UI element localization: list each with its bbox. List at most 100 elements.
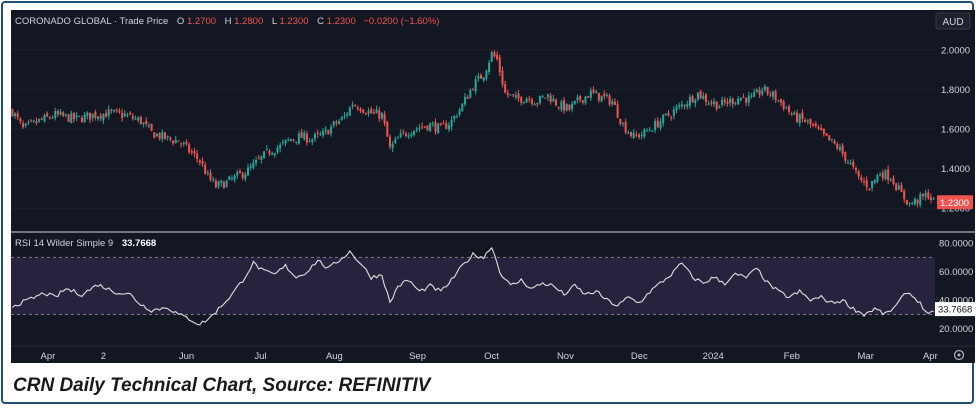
candle-body xyxy=(656,120,659,128)
candlestick-series xyxy=(11,50,935,208)
candle-body xyxy=(139,116,142,125)
candle-body xyxy=(900,184,903,192)
candle-body xyxy=(597,92,600,101)
candle-body xyxy=(123,113,126,117)
rsi-current-value: 33.7668 xyxy=(122,238,156,249)
last-price-badge xyxy=(937,195,973,210)
candle-body xyxy=(316,133,319,135)
candle-body xyxy=(568,104,571,110)
candle-body xyxy=(715,101,718,110)
candle-body xyxy=(557,107,560,109)
candle-body xyxy=(707,103,710,105)
candle-body xyxy=(884,170,887,179)
candle-body xyxy=(488,62,491,72)
candle-body xyxy=(595,91,598,94)
candle-body xyxy=(868,188,871,190)
time-tick-label: Aug xyxy=(326,351,343,362)
candle-body xyxy=(506,92,509,96)
candle-body xyxy=(421,126,424,128)
candle-body xyxy=(726,101,729,105)
candle-body xyxy=(236,172,239,176)
candle-body xyxy=(153,132,156,139)
candle-body xyxy=(30,120,33,122)
candle-body xyxy=(238,171,242,174)
candle-body xyxy=(233,175,236,180)
candle-body xyxy=(680,104,683,107)
candle-body xyxy=(477,75,480,79)
time-tick-label: Nov xyxy=(557,351,574,362)
candle-body xyxy=(616,104,619,118)
candle-body xyxy=(163,132,167,139)
candle-body xyxy=(273,153,276,156)
candle-body xyxy=(426,125,429,131)
candle-body xyxy=(584,96,587,104)
candle-body xyxy=(589,90,592,98)
candle-body xyxy=(351,104,354,107)
candle-body xyxy=(745,97,748,103)
candle-body xyxy=(809,118,812,125)
candle-body xyxy=(761,90,764,95)
candle-body xyxy=(737,98,740,105)
candle-body xyxy=(924,193,927,197)
candle-body xyxy=(530,99,533,104)
candle-body xyxy=(509,94,512,96)
candle-body xyxy=(43,115,46,122)
candle-body xyxy=(763,86,766,90)
candle-body xyxy=(555,99,558,106)
rsi-tick-label: 20.0000 xyxy=(939,324,973,335)
candle-body xyxy=(659,121,662,128)
candle-body xyxy=(115,109,118,111)
candle-body xyxy=(739,97,742,101)
candle-body xyxy=(820,127,823,130)
candle-body xyxy=(166,135,169,138)
currency-button[interactable] xyxy=(935,12,971,30)
candle-body xyxy=(209,172,212,180)
candle-body xyxy=(694,100,697,104)
candle-body xyxy=(437,123,440,134)
candle-body xyxy=(72,112,75,120)
candle-body xyxy=(629,131,633,137)
candle-body xyxy=(654,120,657,130)
candle-body xyxy=(854,168,858,171)
rsi-title: RSI 14 Wilder Simple 9 xyxy=(15,238,113,249)
candle-body xyxy=(370,109,373,114)
candle-body xyxy=(131,115,134,119)
candle-body xyxy=(88,112,92,120)
candle-body xyxy=(482,77,485,81)
candle-body xyxy=(747,95,750,103)
candle-body xyxy=(793,112,796,115)
candle-body xyxy=(378,110,381,119)
candle-body xyxy=(876,175,879,182)
candle-body xyxy=(750,95,753,97)
price-tick-label: 1.4000 xyxy=(941,164,970,175)
candle-body xyxy=(142,122,145,125)
candle-body xyxy=(83,114,86,123)
high-label: H xyxy=(225,16,232,27)
candle-body xyxy=(147,125,150,127)
candle-body xyxy=(126,114,129,116)
candle-body xyxy=(247,167,250,176)
settings-gear-icon[interactable] xyxy=(953,349,965,361)
high-value: 1.2800 xyxy=(234,16,263,27)
candle-body xyxy=(691,95,694,103)
candle-body xyxy=(386,121,389,137)
time-tick-label: Jul xyxy=(254,351,266,362)
candle-body xyxy=(292,139,295,141)
candle-body xyxy=(755,89,758,93)
candle-body xyxy=(619,118,622,124)
candle-body xyxy=(137,117,140,121)
candle-body xyxy=(241,172,244,179)
candle-body xyxy=(812,123,815,126)
candle-body xyxy=(517,93,520,99)
candle-body xyxy=(362,109,365,113)
candle-body xyxy=(458,109,461,115)
candle-body xyxy=(249,166,252,168)
candle-body xyxy=(445,123,448,129)
candle-body xyxy=(704,94,708,102)
candle-body xyxy=(865,180,868,188)
candle-body xyxy=(394,138,397,143)
candle-body xyxy=(788,106,791,112)
candle-body xyxy=(121,112,124,118)
candle-body xyxy=(860,177,863,181)
candle-body xyxy=(651,130,654,132)
